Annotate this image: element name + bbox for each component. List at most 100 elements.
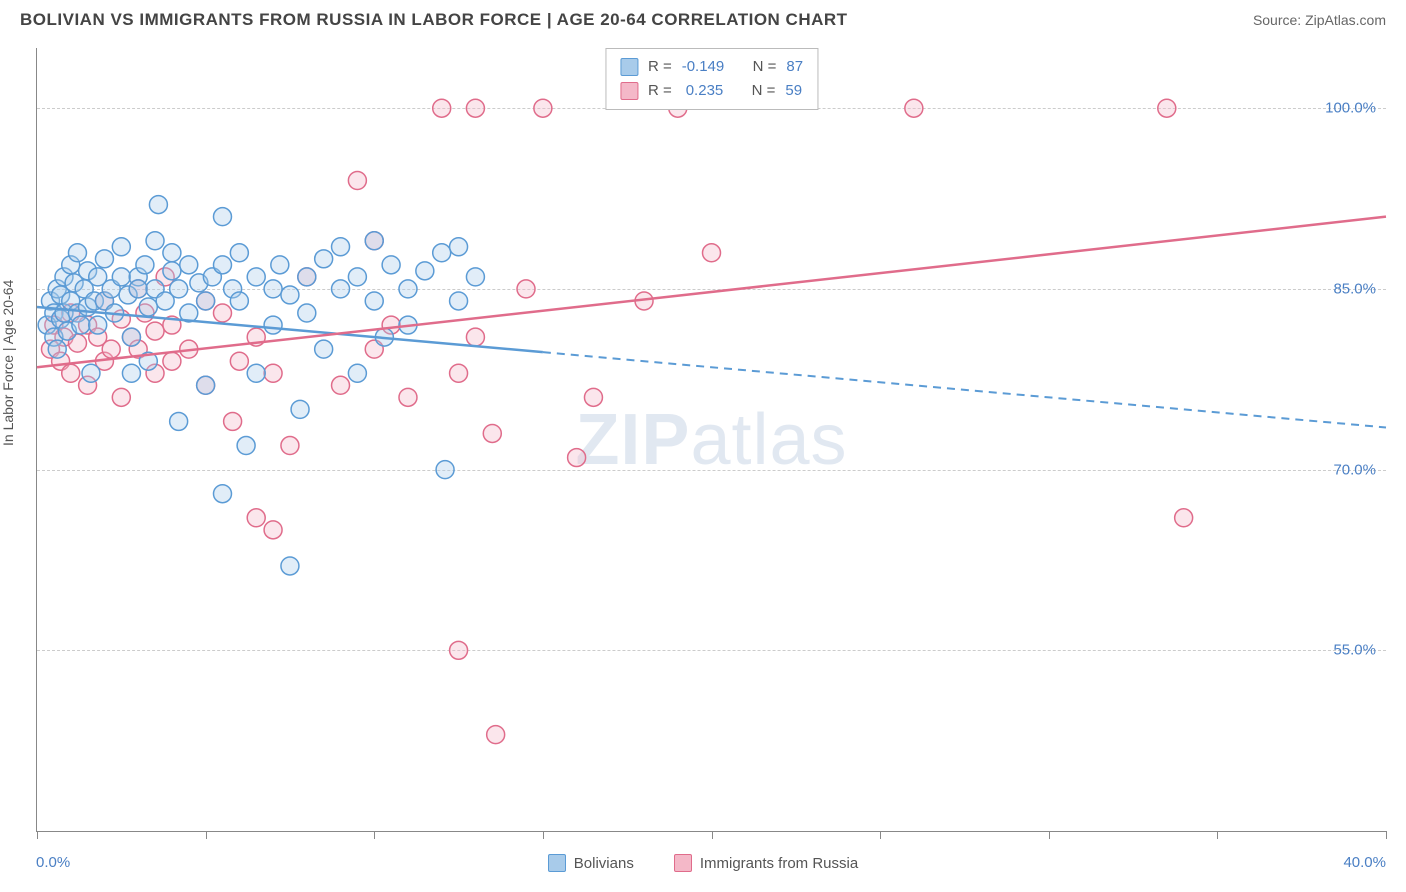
scatter-point bbox=[129, 280, 147, 298]
scatter-point bbox=[163, 352, 181, 370]
x-tick bbox=[1386, 831, 1387, 839]
scatter-point bbox=[213, 208, 231, 226]
scatter-point bbox=[348, 364, 366, 382]
chart-plot-area: ZIPatlas R = -0.149 N = 87 R = 0.235 N =… bbox=[36, 48, 1386, 832]
x-tick bbox=[1049, 831, 1050, 839]
scatter-point bbox=[89, 316, 107, 334]
scatter-point bbox=[95, 250, 113, 268]
scatter-point bbox=[483, 424, 501, 442]
scatter-point bbox=[433, 244, 451, 262]
scatter-point bbox=[281, 557, 299, 575]
scatter-point bbox=[436, 461, 454, 479]
scatter-point bbox=[112, 388, 130, 406]
scatter-point bbox=[298, 304, 316, 322]
scatter-point bbox=[399, 280, 417, 298]
scatter-point bbox=[170, 412, 188, 430]
scatter-point bbox=[348, 172, 366, 190]
scatter-point bbox=[281, 437, 299, 455]
scatter-point bbox=[466, 268, 484, 286]
scatter-point bbox=[905, 99, 923, 117]
scatter-point bbox=[139, 298, 157, 316]
scatter-point bbox=[230, 292, 248, 310]
chart-title: BOLIVIAN VS IMMIGRANTS FROM RUSSIA IN LA… bbox=[20, 10, 848, 30]
scatter-point bbox=[112, 238, 130, 256]
scatter-point bbox=[399, 388, 417, 406]
scatter-point bbox=[264, 316, 282, 334]
chart-header: BOLIVIAN VS IMMIGRANTS FROM RUSSIA IN LA… bbox=[0, 0, 1406, 38]
scatter-point bbox=[112, 268, 130, 286]
scatter-point bbox=[230, 244, 248, 262]
scatter-point bbox=[450, 292, 468, 310]
scatter-point bbox=[72, 316, 90, 334]
stats-swatch-1 bbox=[620, 58, 638, 76]
scatter-point bbox=[149, 196, 167, 214]
legend-item-2: Immigrants from Russia bbox=[674, 854, 858, 872]
y-tick-label: 55.0% bbox=[1333, 642, 1376, 659]
stats-swatch-2 bbox=[620, 82, 638, 100]
scatter-point bbox=[136, 256, 154, 274]
legend-swatch-1 bbox=[548, 854, 566, 872]
scatter-point bbox=[487, 726, 505, 744]
scatter-point bbox=[382, 256, 400, 274]
scatter-point bbox=[230, 352, 248, 370]
legend-bottom: Bolivians Immigrants from Russia bbox=[0, 854, 1406, 872]
scatter-point bbox=[247, 268, 265, 286]
scatter-point bbox=[213, 304, 231, 322]
scatter-point bbox=[281, 286, 299, 304]
legend-item-1: Bolivians bbox=[548, 854, 634, 872]
scatter-point bbox=[433, 99, 451, 117]
scatter-point bbox=[450, 364, 468, 382]
scatter-point bbox=[584, 388, 602, 406]
scatter-point bbox=[1175, 509, 1193, 527]
scatter-point bbox=[170, 280, 188, 298]
scatter-point bbox=[180, 256, 198, 274]
scatter-point bbox=[1158, 99, 1176, 117]
source-attribution: Source: ZipAtlas.com bbox=[1253, 12, 1386, 28]
scatter-point bbox=[450, 238, 468, 256]
scatter-point bbox=[291, 400, 309, 418]
scatter-point bbox=[68, 244, 86, 262]
y-tick-label: 100.0% bbox=[1325, 100, 1376, 117]
legend-swatch-2 bbox=[674, 854, 692, 872]
y-tick-label: 85.0% bbox=[1333, 280, 1376, 297]
scatter-point bbox=[102, 340, 120, 358]
scatter-point bbox=[466, 328, 484, 346]
scatter-point bbox=[146, 322, 164, 340]
scatter-point bbox=[466, 99, 484, 117]
scatter-svg bbox=[37, 48, 1386, 831]
scatter-point bbox=[703, 244, 721, 262]
x-tick bbox=[712, 831, 713, 839]
trend-line-dashed bbox=[543, 352, 1386, 427]
scatter-point bbox=[332, 238, 350, 256]
scatter-point bbox=[197, 376, 215, 394]
scatter-point bbox=[82, 364, 100, 382]
scatter-point bbox=[247, 364, 265, 382]
x-tick bbox=[374, 831, 375, 839]
scatter-point bbox=[332, 376, 350, 394]
scatter-point bbox=[163, 262, 181, 280]
scatter-point bbox=[534, 99, 552, 117]
scatter-point bbox=[146, 232, 164, 250]
scatter-point bbox=[568, 449, 586, 467]
scatter-point bbox=[315, 340, 333, 358]
y-axis-title: In Labor Force | Age 20-64 bbox=[0, 280, 16, 446]
scatter-point bbox=[365, 292, 383, 310]
scatter-point bbox=[348, 268, 366, 286]
legend-label-2: Immigrants from Russia bbox=[700, 855, 858, 872]
scatter-point bbox=[122, 328, 140, 346]
scatter-point bbox=[247, 509, 265, 527]
y-tick-label: 70.0% bbox=[1333, 461, 1376, 478]
scatter-point bbox=[517, 280, 535, 298]
scatter-point bbox=[332, 280, 350, 298]
scatter-point bbox=[416, 262, 434, 280]
scatter-point bbox=[197, 292, 215, 310]
scatter-point bbox=[213, 485, 231, 503]
scatter-point bbox=[224, 412, 242, 430]
x-tick bbox=[880, 831, 881, 839]
scatter-point bbox=[298, 268, 316, 286]
scatter-point bbox=[122, 364, 140, 382]
x-tick bbox=[206, 831, 207, 839]
scatter-point bbox=[264, 280, 282, 298]
scatter-point bbox=[264, 364, 282, 382]
scatter-point bbox=[271, 256, 289, 274]
